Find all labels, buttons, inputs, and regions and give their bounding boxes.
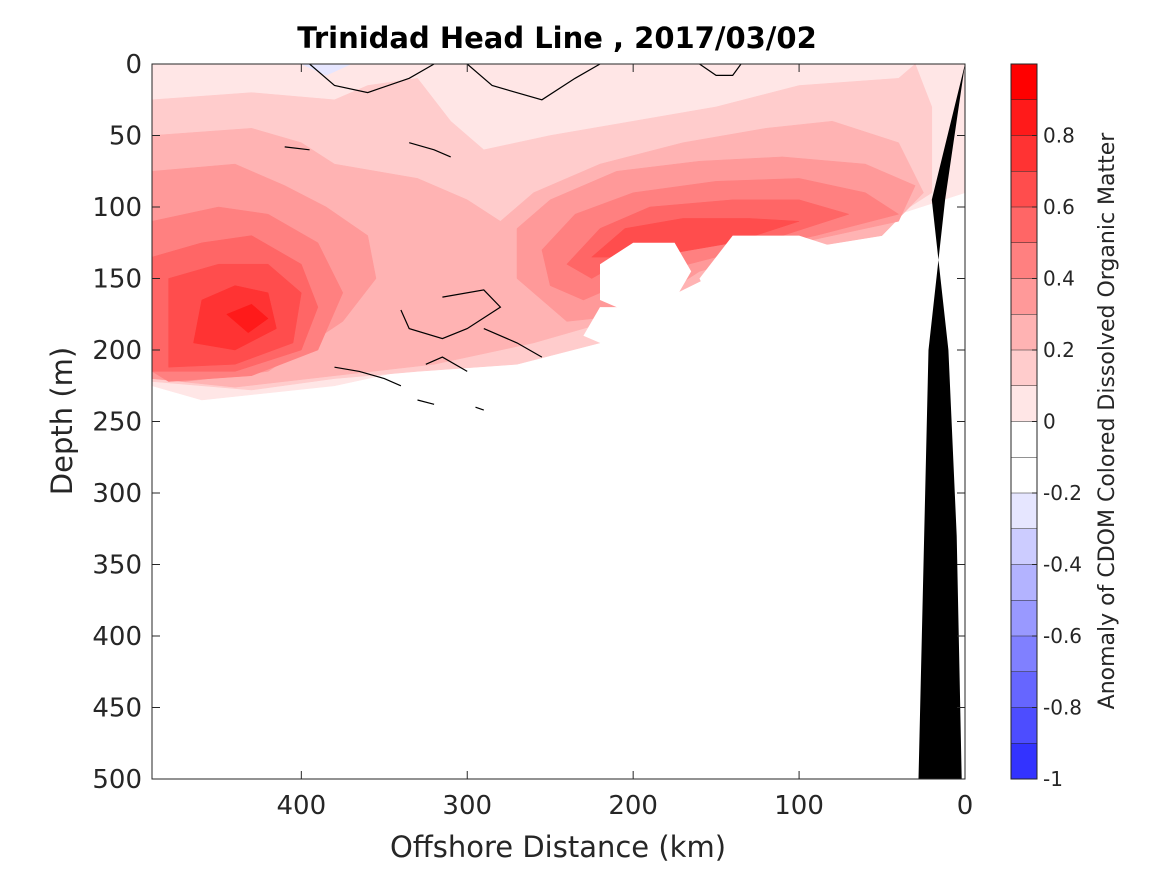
colorbar-swatch-4 — [1011, 207, 1037, 243]
colorbar-swatch-1 — [1011, 99, 1037, 136]
colorbar-swatch-10 — [1011, 421, 1037, 458]
colorbar-swatch-16 — [1011, 636, 1037, 672]
zero-contour-0 — [309, 64, 435, 94]
x-tick-label: 400 — [277, 791, 327, 821]
colorbar-swatch-15 — [1011, 600, 1037, 636]
x-axis-label: Offshore Distance (km) — [390, 830, 726, 864]
x-tick-label: 0 — [957, 791, 974, 821]
colorbar-axis: 0.8 0.6 0.4 0.2 0 -0.2 -0.4 -0.6 -0.8 -1 — [1032, 124, 1082, 791]
colorbar-tick-label: 0.4 — [1043, 267, 1075, 291]
colorbar-tick-label: -1 — [1043, 767, 1063, 791]
colorbar-swatch-5 — [1011, 242, 1037, 279]
y-tick-label: 250 — [92, 408, 142, 438]
y-axis: 0 50 100 150 200 250 300 350 400 450 500 — [92, 50, 965, 795]
y-tick-label: 50 — [109, 122, 142, 152]
zero-contour-6 — [334, 366, 402, 387]
missing-data-patch-1 — [699, 235, 916, 329]
y-tick-label: 0 — [125, 50, 142, 80]
zero-contour-4 — [483, 328, 543, 358]
colorbar-swatch-18 — [1011, 707, 1037, 744]
zero-contour-5 — [425, 356, 468, 372]
colorbar-swatch-19 — [1011, 743, 1037, 779]
colorbar-swatch-3 — [1011, 171, 1037, 207]
x-axis: 400 300 200 100 0 — [277, 64, 974, 821]
colorbar-swatch-6 — [1011, 278, 1037, 315]
colorbar-tick-label: -0.4 — [1043, 553, 1082, 577]
y-tick-label: 500 — [92, 765, 142, 795]
zero-contour-3 — [400, 289, 502, 340]
y-tick-label: 450 — [92, 694, 142, 724]
colorbar-tick-label: 0 — [1043, 410, 1056, 434]
chart-title: Trinidad Head Line , 2017/03/02 — [297, 21, 817, 55]
zero-contour-9 — [284, 146, 310, 151]
colorbar-swatch-8 — [1011, 350, 1037, 386]
colorbar-swatch-11 — [1011, 457, 1037, 493]
y-tick-label: 350 — [92, 551, 142, 581]
colorbar-swatch-14 — [1011, 564, 1037, 601]
zero-contour-10 — [409, 142, 451, 158]
colorbar-tick-label: 0.8 — [1043, 124, 1075, 148]
x-tick-label: 200 — [608, 791, 658, 821]
colorbar — [1010, 63, 1038, 780]
x-tick-label: 300 — [442, 791, 492, 821]
y-tick-label: 200 — [92, 336, 142, 366]
bathymetry-layer — [918, 64, 965, 779]
colorbar-swatch-17 — [1011, 671, 1037, 708]
y-tick-label: 300 — [92, 479, 142, 509]
missing-data-patch-0 — [600, 242, 692, 315]
colorbar-tick-label: 0.2 — [1043, 338, 1075, 362]
colorbar-swatch-13 — [1011, 528, 1037, 565]
zero-contour-1 — [466, 64, 601, 101]
y-tick-label: 150 — [92, 265, 142, 295]
colorbar-tick-label: -0.8 — [1043, 696, 1082, 720]
y-axis-label: Depth (m) — [45, 347, 79, 495]
x-tick-label: 100 — [774, 791, 824, 821]
plot-area — [152, 64, 965, 779]
colorbar-swatch-7 — [1011, 314, 1037, 350]
y-tick-label: 400 — [92, 622, 142, 652]
colorbar-label: Anomaly of CDOM Colored Dissolved Organi… — [1095, 132, 1120, 710]
missing-data-layer — [583, 235, 916, 379]
zero-contour-layer — [284, 64, 742, 411]
zero-contour-2 — [699, 64, 742, 77]
y-tick-label: 100 — [92, 193, 142, 223]
colorbar-tick-label: 0.6 — [1043, 195, 1075, 219]
colorbar-tick-label: -0.2 — [1043, 481, 1082, 505]
colorbar-swatch-0 — [1011, 64, 1037, 100]
bathymetry-shelf — [918, 64, 965, 779]
zero-contour-7 — [417, 399, 435, 405]
zero-contour-8 — [475, 406, 484, 411]
colorbar-swatch-12 — [1011, 493, 1037, 529]
anomaly-region-12 — [226, 303, 269, 334]
missing-data-patch-3 — [782, 328, 899, 379]
colorbar-swatch-9 — [1011, 385, 1037, 422]
missing-data-patch-2 — [583, 307, 733, 358]
colorbar-swatch-2 — [1011, 135, 1037, 172]
colorbar-tick-label: -0.6 — [1043, 624, 1082, 648]
